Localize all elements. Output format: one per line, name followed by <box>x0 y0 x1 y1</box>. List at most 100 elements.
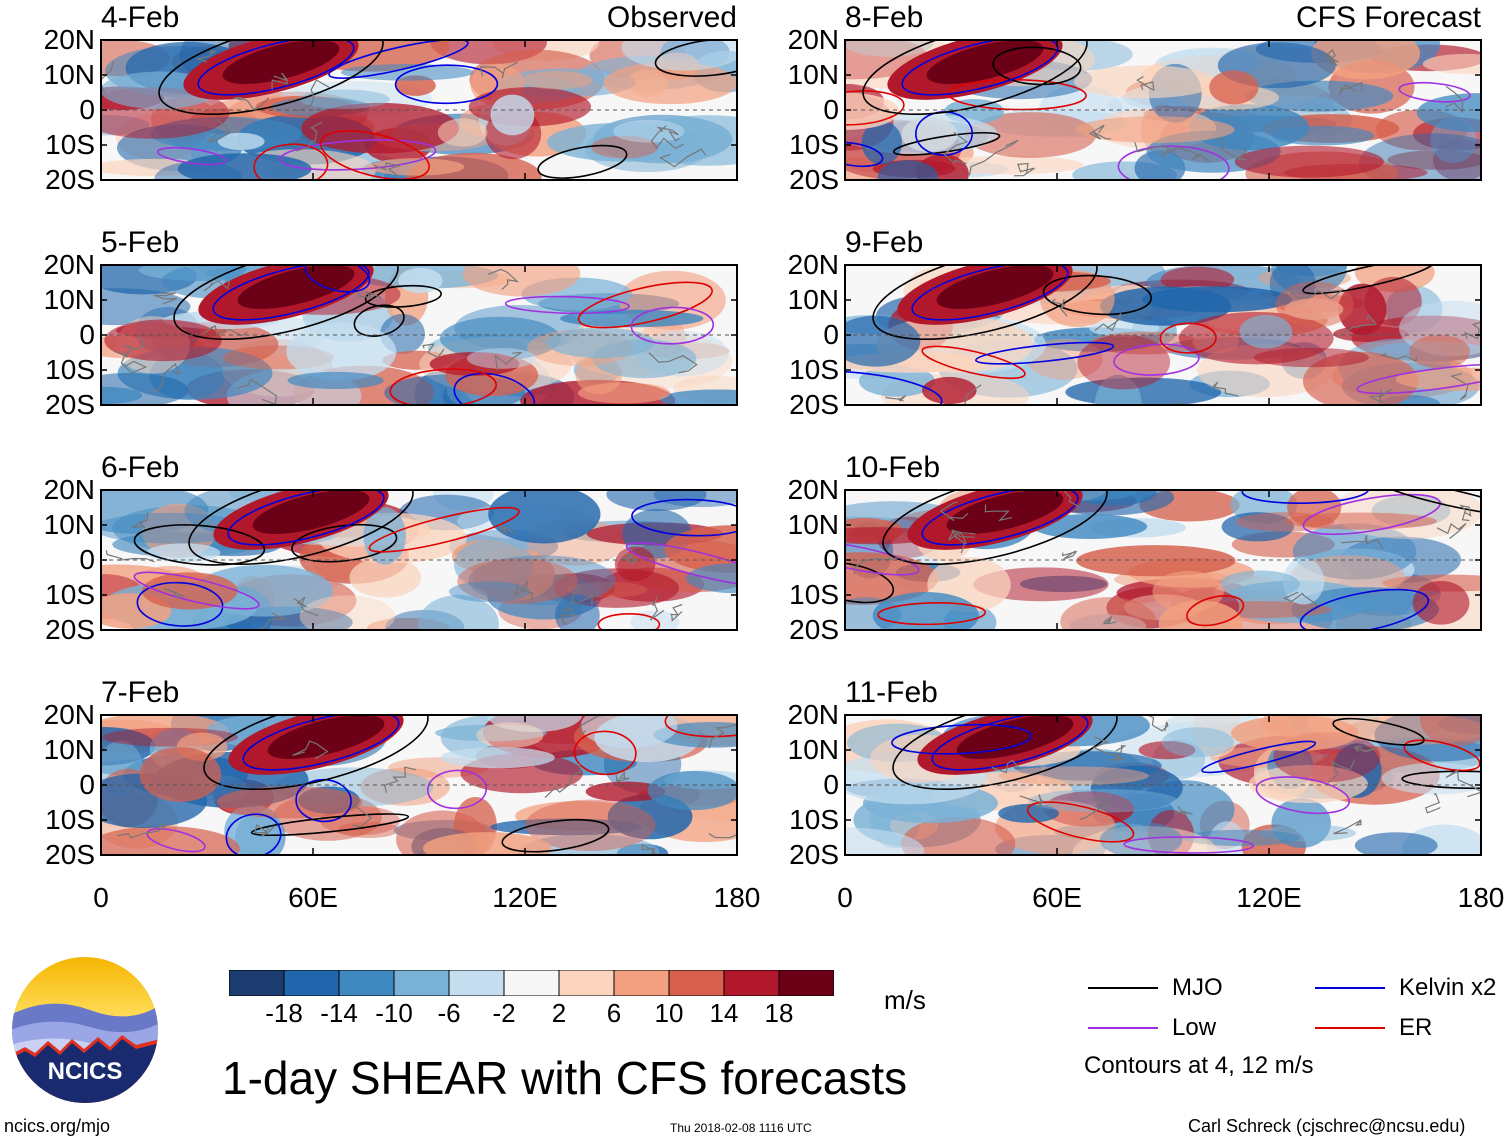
colorbar-units: m/s <box>884 985 926 1015</box>
contours-note: Contours at 4, 12 m/s <box>1084 1052 1314 1079</box>
x-tick-label: 180 <box>1457 882 1505 913</box>
x-tick-label: 60E <box>1032 882 1082 913</box>
colorbar-swatch <box>393 970 450 996</box>
legend-line <box>1088 987 1158 989</box>
y-tick-label: 0 <box>79 94 95 125</box>
y-tick-label: 10N <box>787 59 839 90</box>
y-tick-label: 10N <box>43 59 95 90</box>
y-tick-label: 20S <box>45 839 95 870</box>
y-tick-label: 20S <box>789 389 839 420</box>
y-tick-label: 0 <box>79 769 95 800</box>
colorbar-swatch <box>283 970 340 996</box>
y-tick-label: 10S <box>45 579 95 610</box>
y-tick-label: 20N <box>43 249 95 280</box>
y-tick-label: 10N <box>43 284 95 315</box>
y-tick-label: 10S <box>45 129 95 160</box>
y-tick-label: 10N <box>43 734 95 765</box>
legend-line <box>1315 1027 1385 1029</box>
y-tick-label: 10N <box>787 734 839 765</box>
colorbar-swatch <box>448 970 505 996</box>
panel-date-label: 7-Feb <box>101 676 180 709</box>
x-tick-label: 0 <box>93 882 109 913</box>
y-tick-label: 20N <box>43 24 95 55</box>
panel-heading-0: Observed <box>606 1 737 34</box>
y-tick-label: 10S <box>45 354 95 385</box>
y-tick-label: 20S <box>45 389 95 420</box>
y-tick-label: 10N <box>787 509 839 540</box>
colorbar-tick-label: -14 <box>320 998 358 1028</box>
legend-label: Kelvin x2 <box>1399 974 1497 1001</box>
shear-panel <box>100 39 738 181</box>
x-tick-label: 60E <box>288 882 338 913</box>
y-tick-label: 20S <box>45 614 95 645</box>
x-tick-label: 120E <box>1236 882 1302 913</box>
legend-line <box>1315 987 1385 989</box>
legend-line <box>1088 1027 1158 1029</box>
y-tick-label: 20S <box>789 164 839 195</box>
colorbar-swatch <box>229 970 285 996</box>
logo-text: NCICS <box>48 1058 123 1085</box>
shear-panel <box>844 39 1482 181</box>
footer-website: ncics.org/mjo <box>4 1116 111 1136</box>
shear-panel <box>100 264 738 406</box>
colorbar-tick-label: 14 <box>709 998 739 1028</box>
panel-date-label: 4-Feb <box>101 1 180 34</box>
y-tick-label: 20N <box>787 699 839 730</box>
y-tick-label: 10S <box>789 354 839 385</box>
panel-date-label: 10-Feb <box>845 451 941 484</box>
colorbar-tick-label: -6 <box>437 998 461 1028</box>
panel-date-label: 5-Feb <box>101 226 180 259</box>
legend-label: ER <box>1399 1014 1433 1041</box>
colorbar-swatch <box>723 970 780 996</box>
colorbar-swatch <box>503 970 560 996</box>
y-tick-label: 20S <box>789 614 839 645</box>
colorbar-tick-label: 2 <box>551 998 567 1028</box>
ncics-logo: NCICS <box>12 957 158 1103</box>
colorbar-tick-label: 18 <box>764 998 794 1028</box>
x-tick-label: 0 <box>837 882 853 913</box>
y-tick-label: 20N <box>787 24 839 55</box>
colorbar-tick-label: -2 <box>492 998 516 1028</box>
colorbar-swatch <box>778 970 834 996</box>
footer-author: Carl Schreck (cjschrec@ncsu.edu) <box>1188 1116 1466 1136</box>
legend-label: Low <box>1172 1014 1217 1041</box>
y-tick-label: 20N <box>787 474 839 505</box>
y-tick-label: 10S <box>45 804 95 835</box>
panel-date-label: 11-Feb <box>845 676 938 709</box>
y-tick-label: 20S <box>45 164 95 195</box>
y-tick-label: 20N <box>787 249 839 280</box>
colorbar-swatch <box>613 970 670 996</box>
y-tick-label: 10N <box>43 509 95 540</box>
y-tick-label: 20N <box>43 474 95 505</box>
legend-label: MJO <box>1172 974 1223 1001</box>
colorbar-tick-label: 10 <box>654 998 684 1028</box>
y-tick-label: 20N <box>43 699 95 730</box>
panel-heading-1: CFS Forecast <box>1295 1 1481 34</box>
y-tick-label: 0 <box>79 319 95 350</box>
colorbar-swatch <box>558 970 615 996</box>
y-tick-label: 0 <box>823 319 839 350</box>
panel-date-label: 8-Feb <box>845 1 924 34</box>
y-tick-label: 20S <box>789 839 839 870</box>
x-tick-label: 180 <box>713 882 761 913</box>
shear-panel <box>100 714 738 856</box>
y-tick-label: 10S <box>789 804 839 835</box>
main-title: 1-day SHEAR with CFS forecasts <box>222 1052 908 1104</box>
y-tick-label: 10S <box>789 129 839 160</box>
shear-panel <box>844 714 1482 856</box>
panel-date-label: 6-Feb <box>101 451 180 484</box>
colorbar <box>229 970 834 996</box>
shear-panel <box>844 489 1482 631</box>
y-tick-label: 0 <box>79 544 95 575</box>
y-tick-label: 10N <box>787 284 839 315</box>
footer-timestamp: Thu 2018-02-08 1116 UTC <box>670 1121 812 1135</box>
shear-panel <box>100 489 738 631</box>
colorbar-tick-label: -18 <box>265 998 303 1028</box>
colorbar-tick-label: 6 <box>606 998 622 1028</box>
x-tick-label: 120E <box>492 882 558 913</box>
panel-date-label: 9-Feb <box>845 226 924 259</box>
colorbar-swatch <box>338 970 395 996</box>
y-tick-label: 10S <box>789 579 839 610</box>
y-tick-label: 0 <box>823 94 839 125</box>
shear-panel <box>844 264 1482 406</box>
